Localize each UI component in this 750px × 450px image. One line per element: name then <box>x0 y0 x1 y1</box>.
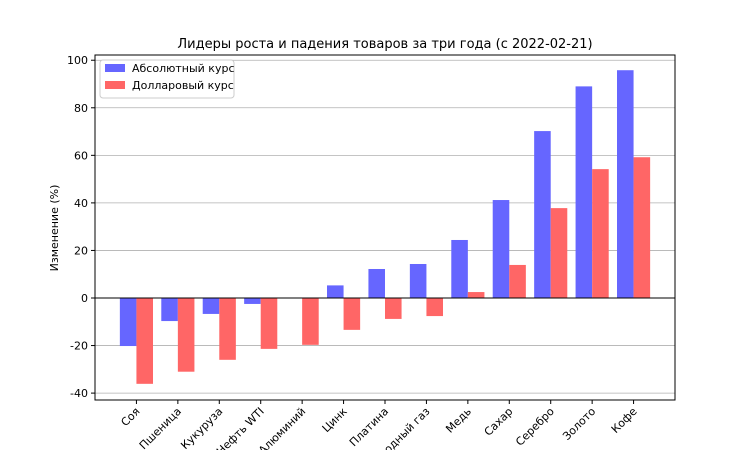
bar <box>575 86 593 298</box>
y-tick-label: 20 <box>74 244 88 257</box>
bar <box>327 285 344 298</box>
bar <box>492 200 510 298</box>
y-axis-label: Изменение (%) <box>48 185 61 272</box>
y-tick-label: 80 <box>74 102 88 115</box>
x-tick-label: Пшеница <box>137 405 184 450</box>
bar <box>161 297 178 322</box>
bar <box>409 263 427 298</box>
bar <box>633 157 651 298</box>
bar <box>119 297 137 347</box>
y-tick-label: -40 <box>70 387 88 400</box>
bar <box>368 268 385 298</box>
x-tick-label: Кофе <box>609 405 640 436</box>
legend-swatch <box>105 64 125 72</box>
legend-swatch <box>105 81 125 89</box>
bar <box>451 239 468 298</box>
y-tick-label: 40 <box>74 197 88 210</box>
bar <box>244 297 261 304</box>
bar <box>534 131 551 298</box>
legend-label: Долларовый курс <box>132 79 234 92</box>
bar <box>617 70 634 298</box>
bar <box>177 297 195 372</box>
y-tick-label: -20 <box>70 340 88 353</box>
legend-label: Абсолютный курс <box>132 62 235 75</box>
bar <box>136 297 153 384</box>
plot-frame <box>94 54 676 401</box>
x-tick-label: Серебро <box>513 405 557 449</box>
x-tick-label: Золото <box>560 405 598 443</box>
bar <box>509 264 526 298</box>
bar <box>467 292 485 298</box>
bar <box>219 297 236 360</box>
y-tick-label: 60 <box>74 149 88 162</box>
legend-box <box>99 59 235 99</box>
bar <box>302 297 319 345</box>
bar <box>550 208 568 298</box>
x-tick-label: Сахар <box>482 405 516 439</box>
x-tick-label: Медь <box>443 405 474 436</box>
y-tick-label: 0 <box>81 292 88 305</box>
bar <box>385 297 402 319</box>
x-tick-label: Соя <box>118 405 142 429</box>
bar <box>426 297 443 317</box>
y-tick-label: 100 <box>67 54 88 67</box>
bar <box>260 297 278 349</box>
bar <box>343 297 361 330</box>
chart-title: Лидеры роста и падения товаров за три го… <box>177 37 592 52</box>
x-tick-label: Цинк <box>320 405 350 435</box>
bar <box>592 169 609 298</box>
bar <box>202 297 220 314</box>
